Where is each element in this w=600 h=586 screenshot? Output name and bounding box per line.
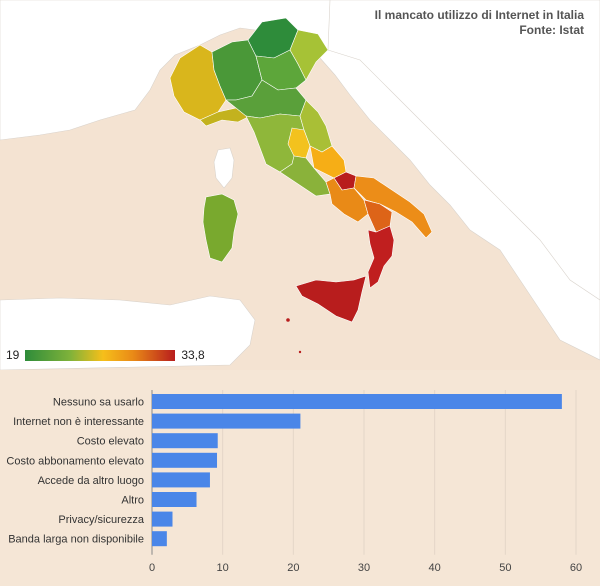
- bar: [152, 511, 173, 527]
- x-tick-label: 0: [149, 562, 155, 574]
- land-balkans: [327, 0, 600, 301]
- bar-chart-panel: 0 10 20 30 40 50 60 Nessuno sa usarlo Internet n…: [0, 370, 600, 586]
- category-label: Internet non è interessante: [13, 416, 144, 428]
- x-tick-label: 50: [499, 562, 511, 574]
- map-canvas: [0, 0, 600, 370]
- bar: [152, 452, 218, 468]
- x-tick-label: 40: [429, 562, 441, 574]
- region-sardegna: [202, 193, 239, 263]
- region-calabria: [367, 225, 395, 289]
- category-label: Privacy/sicurezza: [58, 514, 144, 526]
- category-label: Nessuno sa usarlo: [53, 397, 144, 409]
- region-sicilia: [295, 275, 367, 323]
- map-title-line1: Il mancato utilizzo di Internet in Itali…: [374, 8, 584, 22]
- bar: [152, 492, 197, 507]
- category-label: Banda larga non disponibile: [8, 534, 144, 546]
- category-label: Costo abbonamento elevato: [6, 455, 144, 467]
- bar: [152, 413, 301, 429]
- x-tick-label: 20: [287, 562, 299, 574]
- island-corsica: [213, 147, 235, 189]
- region-piemonte: [169, 44, 227, 121]
- choropleth-map: Il mancato utilizzo di Internet in Itali…: [0, 0, 600, 370]
- bar: [152, 472, 210, 488]
- map-title-source: Fonte: Istat: [519, 23, 584, 37]
- color-legend: 19 33,8: [6, 347, 205, 363]
- x-tick-label: 60: [570, 562, 582, 574]
- island-malta: [286, 318, 290, 322]
- legend-min-label: 19: [6, 348, 20, 362]
- legend-gradient-bar: [25, 349, 176, 361]
- legend-max-label: 33,8: [181, 348, 205, 362]
- region-liguria: [199, 107, 251, 127]
- x-tick-label: 10: [217, 562, 229, 574]
- category-label: Altro: [121, 495, 144, 507]
- category-label: Accede da altro luogo: [38, 475, 144, 487]
- bar-chart: 0 10 20 30 40 50 60 Nessuno sa usarlo Internet n…: [6, 390, 582, 574]
- bar: [152, 531, 167, 547]
- bar: [152, 394, 562, 409]
- category-label: Costo elevato: [77, 436, 144, 448]
- x-tick-label: 30: [358, 562, 370, 574]
- region-lazio: [279, 155, 331, 197]
- region-friuli: [289, 29, 329, 81]
- bar: [152, 433, 218, 449]
- island-lampedusa: [298, 350, 302, 354]
- map-title: Il mancato utilizzo di Internet in Itali…: [375, 8, 584, 38]
